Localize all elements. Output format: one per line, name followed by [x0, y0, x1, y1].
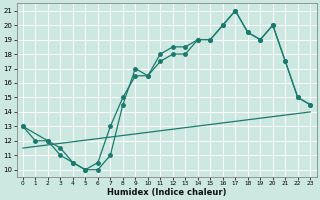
X-axis label: Humidex (Indice chaleur): Humidex (Indice chaleur): [107, 188, 226, 197]
